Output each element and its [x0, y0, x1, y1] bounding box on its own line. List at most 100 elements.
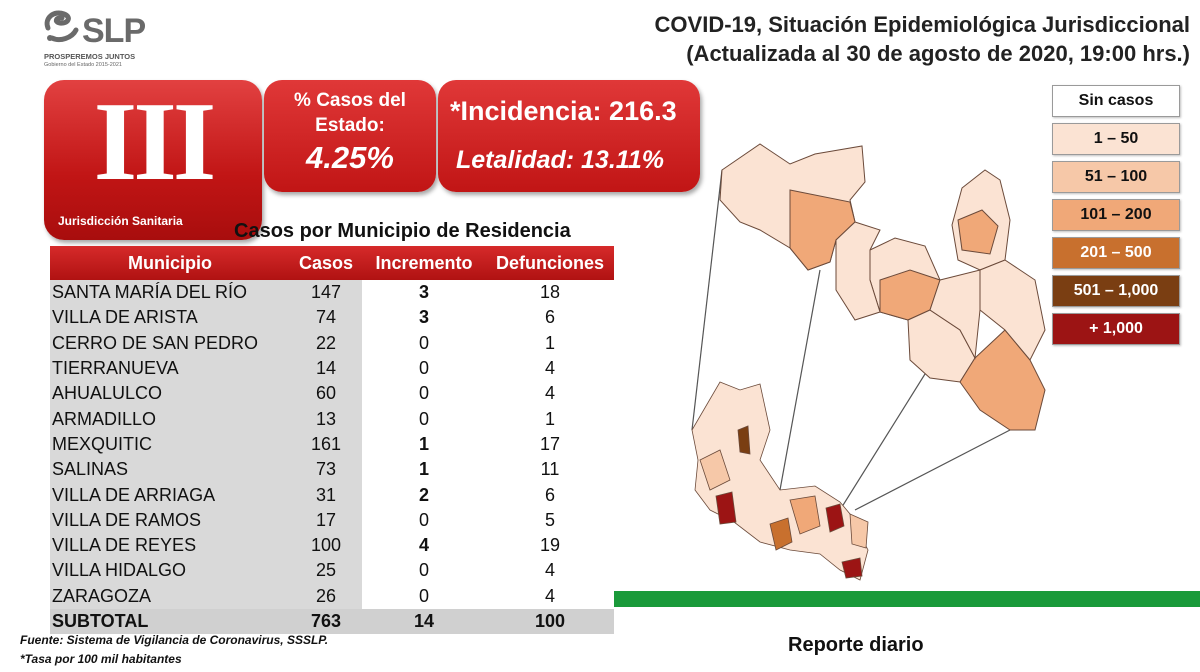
- green-footer-bar: [614, 591, 1200, 607]
- cell-defunciones: 6: [486, 482, 614, 508]
- cell-defunciones: 4: [486, 355, 614, 382]
- cell-incremento: 1: [362, 431, 486, 458]
- cell-municipio: VILLA HIDALGO: [50, 558, 290, 584]
- zoomed-jurisdiction: [719, 143, 1046, 431]
- cell-casos: 14: [290, 355, 362, 382]
- cell-municipio: SANTA MARÍA DEL RÍO: [50, 280, 290, 306]
- title-line-2: (Actualizada al 30 de agosto de 2020, 19…: [686, 41, 1190, 66]
- cell-incremento: 1: [362, 457, 486, 483]
- cell-incremento: 0: [362, 583, 486, 609]
- cell-defunciones: 1: [486, 406, 614, 432]
- cell-casos: 60: [290, 381, 362, 407]
- table-row: MEXQUITIC 161 1 17: [50, 431, 614, 458]
- table-row: ZARAGOZA 26 0 4: [50, 583, 614, 609]
- municipality-light-3: [849, 513, 869, 549]
- table-row: VILLA DE REYES 100 4 19: [50, 532, 614, 559]
- legend-item: + 1,000: [1052, 313, 1180, 345]
- table-row: VILLA DE ARISTA 74 3 6: [50, 305, 614, 331]
- table-row: SANTA MARÍA DEL RÍO 147 3 18: [50, 280, 614, 306]
- subtotal-casos: 763: [290, 608, 362, 635]
- cell-incremento: 3: [362, 305, 486, 331]
- table-header-row: Municipio Casos Incremento Defunciones: [50, 246, 614, 280]
- header-incremento: Incremento: [362, 246, 486, 280]
- cell-municipio: VILLA DE REYES: [50, 532, 290, 559]
- source-footnote: Fuente: Sistema de Vigilancia de Coronav…: [20, 633, 329, 647]
- cases-table: Municipio Casos Incremento Defunciones S…: [50, 246, 614, 635]
- logo-tagline: PROSPEREMOS JUNTOS: [44, 52, 136, 61]
- cell-incremento: 0: [362, 381, 486, 407]
- municipality-light-1: [699, 449, 731, 491]
- table-row: CERRO DE SAN PEDRO 22 0 1: [50, 330, 614, 356]
- municipality-dark-1: [737, 425, 751, 455]
- table-row: VILLA HIDALGO 25 0 4: [50, 558, 614, 584]
- page-title: COVID-19, Situación Epidemiológica Juris…: [655, 10, 1190, 68]
- jurisdiction-badge: III Jurisdicción Sanitaria: [44, 80, 262, 240]
- cell-municipio: SALINAS: [50, 457, 290, 483]
- jurisdiction-numeral: III: [93, 80, 217, 204]
- municipality-mid-1: [769, 517, 793, 551]
- cell-defunciones: 17: [486, 431, 614, 458]
- legend-item: 1 – 50: [1052, 123, 1180, 155]
- rate-footnote: *Tasa por 100 mil habitantes: [20, 652, 182, 666]
- table-row: AHUALULCO 60 0 4: [50, 381, 614, 407]
- state-map: [691, 381, 869, 581]
- cell-incremento: 4: [362, 532, 486, 559]
- subtotal-label: SUBTOTAL: [50, 608, 290, 635]
- legend-item: 201 – 500: [1052, 237, 1180, 269]
- cell-incremento: 0: [362, 406, 486, 432]
- municipality-red-1: [715, 491, 737, 525]
- cell-defunciones: 4: [486, 558, 614, 584]
- cell-incremento: 3: [362, 280, 486, 306]
- header-casos: Casos: [290, 246, 362, 280]
- logo-brand: SLP: [82, 12, 146, 50]
- table-row: VILLA DE RAMOS 17 0 5: [50, 507, 614, 533]
- legend-item: Sin casos: [1052, 85, 1180, 117]
- municipality-east-inner: [929, 269, 981, 360]
- daily-report-label: Reporte diario: [788, 634, 924, 656]
- subtotal-incremento: 14: [362, 608, 486, 635]
- map-connector-lines: [691, 169, 1011, 511]
- jurisdiction-map: [691, 143, 1046, 581]
- cell-casos: 22: [290, 330, 362, 356]
- municipality-red-2: [825, 503, 845, 533]
- jurisdiction-label: Jurisdicción Sanitaria: [58, 214, 183, 228]
- incidence-card: *Incidencia: 216.3 Letalidad: 13.11%: [438, 80, 700, 192]
- map-legend: Sin casos 1 – 50 51 – 100 101 – 200 201 – 50…: [1052, 85, 1180, 351]
- cell-casos: 13: [290, 406, 362, 432]
- logo-subtitle: Gobierno del Estado 2015-2021: [44, 62, 122, 68]
- table-row: VILLA DE ARRIAGA 31 2 6: [50, 482, 614, 508]
- header-municipio: Municipio: [50, 246, 290, 280]
- subtotal-row: SUBTOTAL 763 14 100: [50, 608, 614, 635]
- cell-municipio: CERRO DE SAN PEDRO: [50, 330, 290, 356]
- cell-incremento: 0: [362, 507, 486, 533]
- cell-incremento: 0: [362, 330, 486, 356]
- municipality-red-3: [841, 557, 863, 579]
- state-outline: [691, 381, 869, 581]
- cell-casos: 17: [290, 507, 362, 533]
- slp-logo: SLP PROSPEREMOS JUNTOS Gobierno del Esta…: [42, 8, 147, 70]
- cell-municipio: AHUALULCO: [50, 381, 290, 407]
- cell-incremento: 0: [362, 355, 486, 382]
- cell-casos: 26: [290, 583, 362, 609]
- cell-municipio: ZARAGOZA: [50, 583, 290, 609]
- municipality-west: [835, 221, 881, 321]
- cell-defunciones: 6: [486, 305, 614, 331]
- cell-defunciones: 4: [486, 583, 614, 609]
- cell-municipio: VILLA DE RAMOS: [50, 507, 290, 533]
- cell-casos: 100: [290, 532, 362, 559]
- cell-defunciones: 18: [486, 280, 614, 306]
- table-title: Casos por Municipio de Residencia: [234, 220, 571, 242]
- cell-casos: 25: [290, 558, 362, 584]
- state-percent-value: 4.25%: [306, 140, 394, 175]
- cell-defunciones: 1: [486, 330, 614, 356]
- cell-municipio: VILLA DE ARISTA: [50, 305, 290, 331]
- cell-incremento: 2: [362, 482, 486, 508]
- table-row: SALINAS 73 1 11: [50, 457, 614, 483]
- cell-casos: 31: [290, 482, 362, 508]
- table-row: ARMADILLO 13 0 1: [50, 406, 614, 432]
- cell-municipio: ARMADILLO: [50, 406, 290, 432]
- cell-casos: 74: [290, 305, 362, 331]
- lethality-value: Letalidad: 13.11%: [456, 146, 664, 174]
- cell-municipio: TIERRANUEVA: [50, 355, 290, 382]
- cell-casos: 73: [290, 457, 362, 483]
